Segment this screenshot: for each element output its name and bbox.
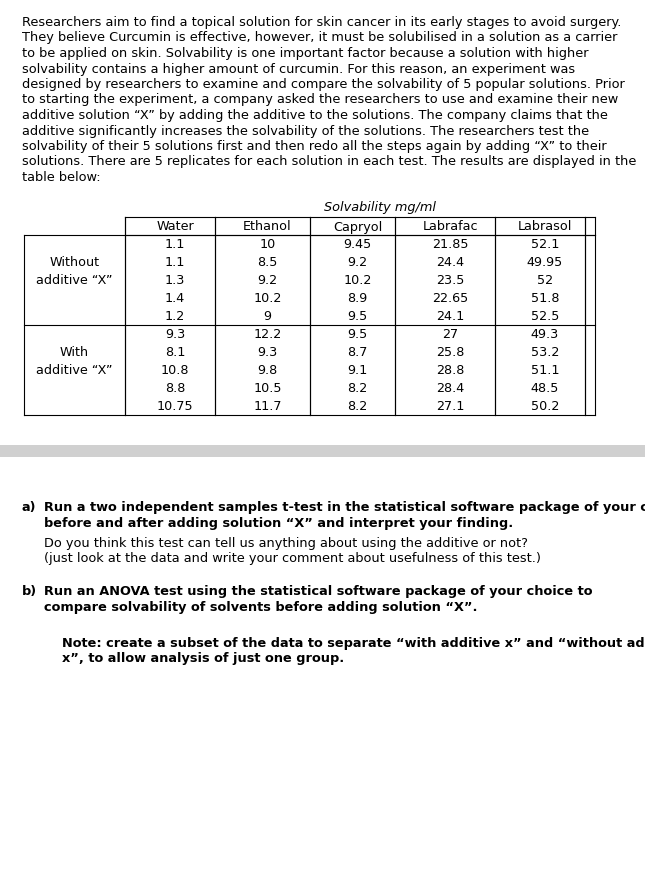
Text: 28.8: 28.8 (436, 364, 464, 377)
Text: (just look at the data and write your comment about usefulness of this test.): (just look at the data and write your co… (44, 552, 541, 565)
Text: 52.5: 52.5 (531, 310, 559, 324)
Text: additive solution “X” by adding the additive to the solutions. The company claim: additive solution “X” by adding the addi… (22, 109, 608, 122)
Text: 10: 10 (259, 238, 275, 251)
Text: 49.95: 49.95 (527, 257, 563, 270)
Text: 1.1: 1.1 (165, 238, 185, 251)
Text: before and after adding solution “X” and interpret your finding.: before and after adding solution “X” and… (44, 517, 513, 530)
Text: 27.1: 27.1 (436, 400, 464, 414)
Text: With
additive “X”: With additive “X” (36, 347, 113, 377)
Text: b): b) (22, 586, 37, 599)
Text: 28.4: 28.4 (436, 383, 464, 395)
Text: to starting the experiment, a company asked the researchers to use and examine t: to starting the experiment, a company as… (22, 93, 619, 107)
Text: 22.65: 22.65 (432, 293, 468, 305)
Text: 8.9: 8.9 (348, 293, 368, 305)
Text: Labrasol: Labrasol (518, 220, 572, 234)
Text: 9.8: 9.8 (257, 364, 277, 377)
Text: 1.3: 1.3 (165, 274, 185, 288)
Text: 51.1: 51.1 (531, 364, 559, 377)
Text: Note: create a subset of the data to separate “with additive x” and “without add: Note: create a subset of the data to sep… (62, 637, 645, 649)
Text: 23.5: 23.5 (436, 274, 464, 288)
Text: 12.2: 12.2 (253, 328, 282, 341)
Text: Solvability mg/ml: Solvability mg/ml (324, 200, 436, 213)
Text: table below:: table below: (22, 171, 101, 184)
Text: 9.2: 9.2 (257, 274, 277, 288)
Text: 9.1: 9.1 (348, 364, 368, 377)
Text: 11.7: 11.7 (253, 400, 282, 414)
Text: 10.2: 10.2 (343, 274, 372, 288)
Text: 9.45: 9.45 (343, 238, 372, 251)
Text: 8.1: 8.1 (165, 347, 185, 360)
Text: 10.2: 10.2 (253, 293, 282, 305)
Text: 9.5: 9.5 (348, 328, 368, 341)
Text: 1.4: 1.4 (165, 293, 185, 305)
Text: Water: Water (156, 220, 194, 234)
Text: Do you think this test can tell us anything about using the additive or not?: Do you think this test can tell us anyth… (44, 536, 528, 549)
Text: 51.8: 51.8 (531, 293, 559, 305)
Text: 9.5: 9.5 (348, 310, 368, 324)
Text: compare solvability of solvents before adding solution “X”.: compare solvability of solvents before a… (44, 601, 477, 614)
Text: 1.1: 1.1 (165, 257, 185, 270)
Text: 50.2: 50.2 (531, 400, 559, 414)
Text: 53.2: 53.2 (531, 347, 559, 360)
Bar (0, 445, 645, 457)
Text: a): a) (22, 502, 37, 514)
Text: Run an ANOVA test using the statistical software package of your choice to: Run an ANOVA test using the statistical … (44, 586, 593, 599)
Text: 9.3: 9.3 (165, 328, 185, 341)
Text: designed by researchers to examine and compare the solvability of 5 popular solu: designed by researchers to examine and c… (22, 78, 625, 91)
Text: solvability contains a higher amount of curcumin. For this reason, an experiment: solvability contains a higher amount of … (22, 63, 575, 76)
Text: solutions. There are 5 replicates for each solution in each test. The results ar: solutions. There are 5 replicates for ea… (22, 155, 637, 168)
Text: They believe Curcumin is effective, however, it must be solubilised in a solutio: They believe Curcumin is effective, howe… (22, 32, 617, 44)
Text: Capryol: Capryol (333, 220, 382, 234)
Text: 1.2: 1.2 (165, 310, 185, 324)
Text: 27: 27 (442, 328, 458, 341)
Text: 24.4: 24.4 (436, 257, 464, 270)
Text: 8.5: 8.5 (257, 257, 278, 270)
Text: Without
additive “X”: Without additive “X” (36, 257, 113, 287)
Text: 8.2: 8.2 (348, 383, 368, 395)
Text: 8.8: 8.8 (165, 383, 185, 395)
Text: 10.8: 10.8 (161, 364, 189, 377)
Text: Labrafac: Labrafac (422, 220, 478, 234)
Text: Ethanol: Ethanol (243, 220, 292, 234)
Text: 9.3: 9.3 (257, 347, 277, 360)
Text: 49.3: 49.3 (531, 328, 559, 341)
Text: x”, to allow analysis of just one group.: x”, to allow analysis of just one group. (62, 652, 344, 665)
Text: 10.5: 10.5 (253, 383, 282, 395)
Text: 9: 9 (264, 310, 272, 324)
Text: 25.8: 25.8 (436, 347, 464, 360)
Text: additive significantly increases the solvability of the solutions. The researche: additive significantly increases the sol… (22, 124, 589, 138)
Text: 10.75: 10.75 (157, 400, 193, 414)
Text: Researchers aim to find a topical solution for skin cancer in its early stages t: Researchers aim to find a topical soluti… (22, 16, 621, 29)
Text: 52: 52 (537, 274, 553, 288)
Text: 8.2: 8.2 (348, 400, 368, 414)
Text: 52.1: 52.1 (531, 238, 559, 251)
Text: Run a two independent samples t-test in the statistical software package of your: Run a two independent samples t-test in … (44, 502, 645, 514)
Text: to be applied on skin. Solvability is one important factor because a solution wi: to be applied on skin. Solvability is on… (22, 47, 588, 60)
Text: solvability of their 5 solutions first and then redo all the steps again by addi: solvability of their 5 solutions first a… (22, 140, 607, 153)
Text: 48.5: 48.5 (531, 383, 559, 395)
Text: 24.1: 24.1 (436, 310, 464, 324)
Text: 21.85: 21.85 (432, 238, 468, 251)
Text: 8.7: 8.7 (347, 347, 368, 360)
Text: 9.2: 9.2 (348, 257, 368, 270)
